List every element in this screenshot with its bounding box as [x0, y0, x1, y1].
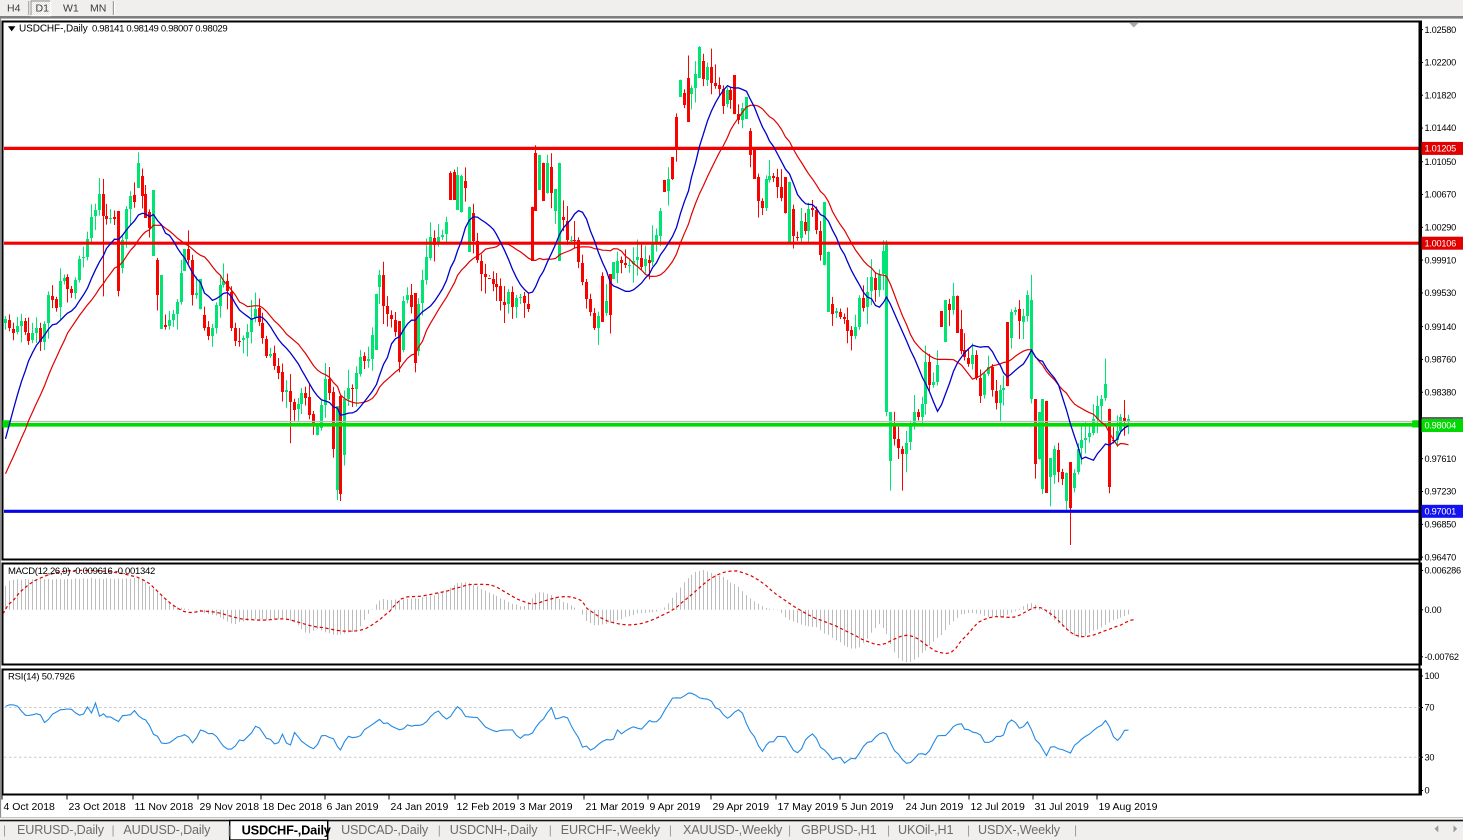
svg-text:0: 0	[1425, 786, 1430, 796]
svg-text:|: |	[788, 823, 791, 837]
svg-text:3 Mar 2019: 3 Mar 2019	[520, 801, 573, 813]
svg-text:0.99140: 0.99140	[1425, 322, 1457, 332]
svg-text:1.01050: 1.01050	[1425, 157, 1457, 167]
svg-text:|: |	[112, 823, 115, 837]
svg-text:AUDUSD-,Daily: AUDUSD-,Daily	[123, 823, 211, 837]
svg-text:29 Nov 2018: 29 Nov 2018	[200, 801, 260, 813]
svg-text:-0.00762: -0.00762	[1425, 652, 1459, 662]
svg-text:1.00106: 1.00106	[1425, 238, 1457, 248]
svg-text:1.02200: 1.02200	[1425, 58, 1457, 68]
svg-text:|: |	[549, 823, 552, 837]
svg-text:9 Apr 2019: 9 Apr 2019	[650, 801, 701, 813]
svg-text:0.98141 0.98149 0.98007 0.9802: 0.98141 0.98149 0.98007 0.98029	[92, 24, 227, 35]
svg-text:6 Jan 2019: 6 Jan 2019	[327, 801, 379, 813]
svg-text:0.00: 0.00	[1425, 605, 1442, 615]
svg-text:MN: MN	[90, 3, 106, 15]
svg-text:EURCHF-,Weekly: EURCHF-,Weekly	[561, 823, 661, 837]
svg-text:0.98004: 0.98004	[1425, 421, 1457, 431]
svg-text:USDX-,Weekly: USDX-,Weekly	[978, 823, 1061, 837]
svg-text:0.97610: 0.97610	[1425, 454, 1457, 464]
svg-text:EURUSD-,Daily: EURUSD-,Daily	[17, 823, 105, 837]
svg-text:UKOil-,H1: UKOil-,H1	[898, 823, 953, 837]
svg-text:0.006286: 0.006286	[1425, 566, 1461, 576]
svg-text:4 Oct 2018: 4 Oct 2018	[4, 801, 56, 813]
svg-text:D1: D1	[36, 3, 50, 15]
svg-text:0.99530: 0.99530	[1425, 288, 1457, 298]
svg-text:|: |	[967, 823, 970, 837]
svg-text:|: |	[3, 823, 6, 837]
svg-text:1.01820: 1.01820	[1425, 90, 1457, 100]
svg-text:1.02580: 1.02580	[1425, 25, 1457, 35]
svg-text:GBPUSD-,H1: GBPUSD-,H1	[801, 823, 877, 837]
svg-text:18 Dec 2018: 18 Dec 2018	[263, 801, 323, 813]
svg-text:MACD(12,26,9) -0.009616 -0.001: MACD(12,26,9) -0.009616 -0.001342	[8, 566, 155, 577]
svg-text:0.98380: 0.98380	[1425, 387, 1457, 397]
svg-text:24 Jan 2019: 24 Jan 2019	[391, 801, 449, 813]
svg-text:1.00670: 1.00670	[1425, 190, 1457, 200]
svg-text:XAUUSD-,Weekly: XAUUSD-,Weekly	[683, 823, 783, 837]
svg-text:1.01205: 1.01205	[1425, 144, 1457, 154]
svg-text:0.97001: 0.97001	[1425, 507, 1457, 517]
svg-text:|: |	[669, 823, 672, 837]
svg-text:12 Feb 2019: 12 Feb 2019	[457, 801, 516, 813]
svg-text:|: |	[1074, 823, 1077, 837]
svg-text:21 Mar 2019: 21 Mar 2019	[586, 801, 645, 813]
svg-text:70: 70	[1425, 703, 1435, 713]
svg-text:USDCNH-,Daily: USDCNH-,Daily	[450, 823, 538, 837]
svg-text:12 Jul 2019: 12 Jul 2019	[971, 801, 1025, 813]
svg-text:29 Apr 2019: 29 Apr 2019	[713, 801, 770, 813]
svg-text:100: 100	[1425, 671, 1440, 681]
svg-text:RSI(14) 50.7926: RSI(14) 50.7926	[8, 672, 75, 683]
svg-text:USDCHF-,Daily: USDCHF-,Daily	[242, 823, 332, 838]
svg-text:0.98760: 0.98760	[1425, 355, 1457, 365]
svg-text:USDCHF-,Daily: USDCHF-,Daily	[19, 24, 88, 35]
svg-text:31 Jul 2019: 31 Jul 2019	[1035, 801, 1089, 813]
svg-text:|: |	[438, 823, 441, 837]
svg-text:24 Jun 2019: 24 Jun 2019	[906, 801, 964, 813]
svg-text:30: 30	[1425, 752, 1435, 762]
svg-text:1.01440: 1.01440	[1425, 123, 1457, 133]
svg-text:0.97230: 0.97230	[1425, 487, 1457, 497]
svg-text:1.00290: 1.00290	[1425, 223, 1457, 233]
svg-text:H4: H4	[7, 3, 21, 15]
svg-text:19 Aug 2019: 19 Aug 2019	[1099, 801, 1158, 813]
svg-text:5 Jun 2019: 5 Jun 2019	[842, 801, 894, 813]
svg-text:|: |	[228, 823, 231, 837]
svg-text:USDCAD-,Daily: USDCAD-,Daily	[341, 823, 429, 837]
svg-text:0.96470: 0.96470	[1425, 552, 1457, 562]
svg-text:W1: W1	[63, 3, 79, 15]
svg-text:11 Nov 2018: 11 Nov 2018	[135, 801, 194, 813]
svg-text:0.96850: 0.96850	[1425, 520, 1457, 530]
svg-text:|: |	[887, 823, 890, 837]
svg-text:17 May 2019: 17 May 2019	[778, 801, 839, 813]
svg-text:23 Oct 2018: 23 Oct 2018	[69, 801, 126, 813]
svg-text:0.99910: 0.99910	[1425, 255, 1457, 265]
